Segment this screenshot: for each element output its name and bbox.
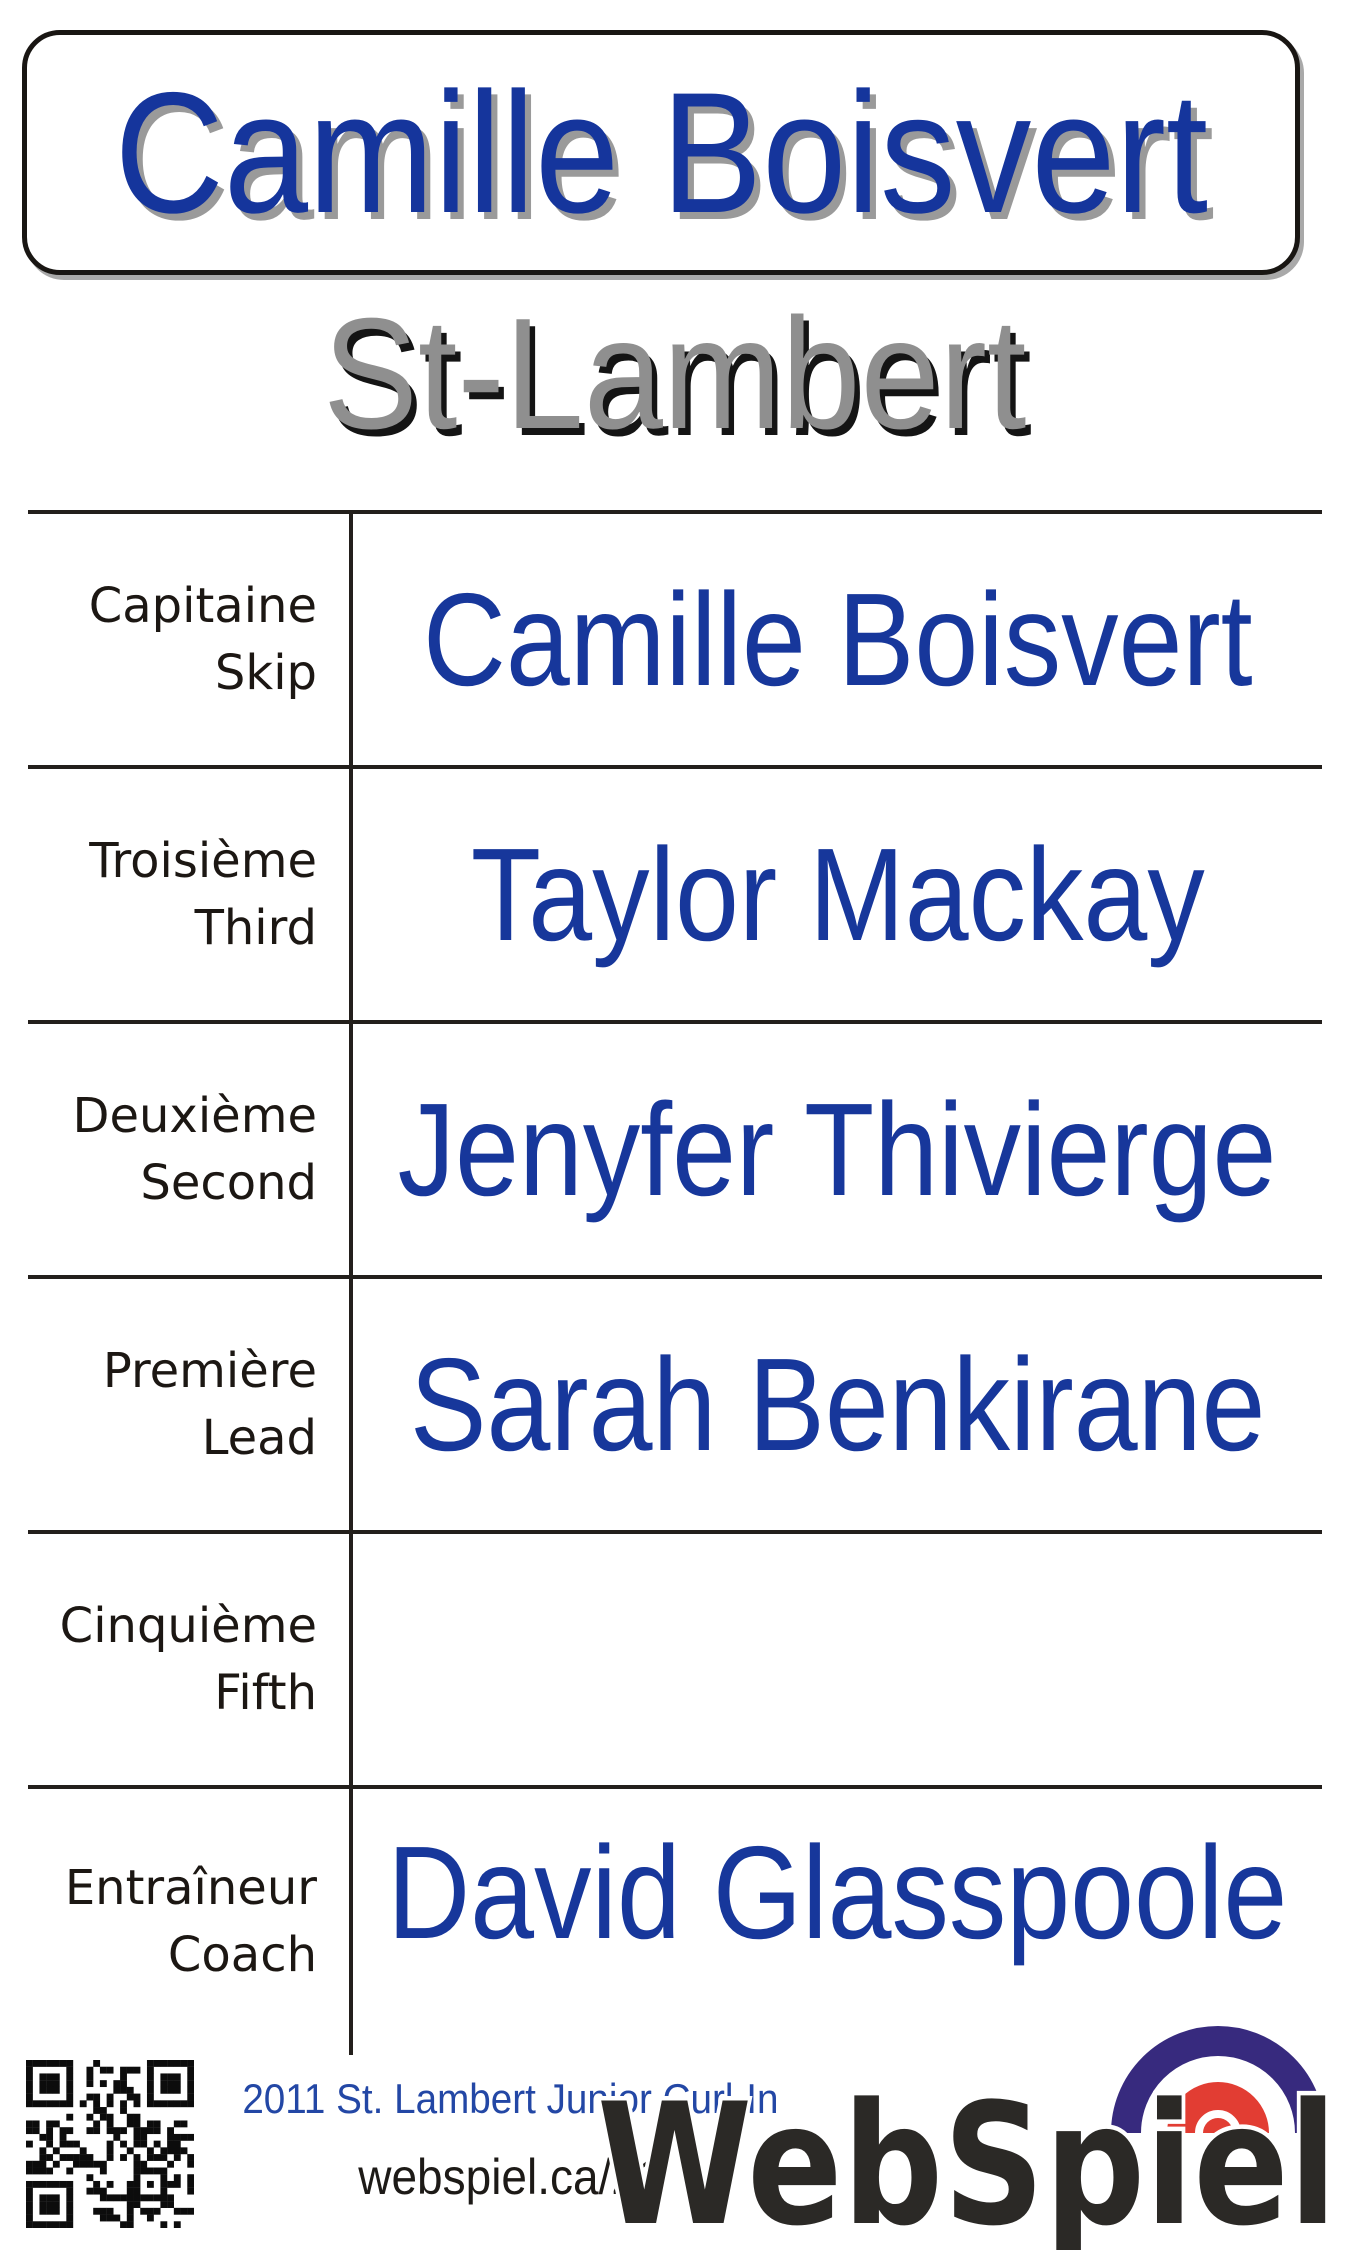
player-name-cell: Jenyfer Thivierge [353, 1024, 1322, 1275]
position-label-en: Fifth [214, 1664, 317, 1721]
position-label-cell: Entraîneur Coach [28, 1789, 353, 2055]
position-label-fr: Capitaine [88, 577, 317, 634]
club-name-wrap: St-Lambert [0, 295, 1350, 453]
player-name-cell: David Glasspoole [353, 1789, 1322, 2055]
curling-target-icon [1111, 2026, 1325, 2133]
position-label-cell: Troisième Third [28, 769, 353, 1020]
roster-table: Capitaine Skip Camille Boisvert Troisièm… [28, 510, 1322, 2055]
roster-row-skip: Capitaine Skip Camille Boisvert [28, 510, 1322, 765]
event-name: 2011 St. Lambert Junior Curl-In [241, 2075, 779, 2122]
position-label-cell: Cinquième Fifth [28, 1534, 353, 1785]
position-label-fr: Troisième [89, 832, 317, 889]
qr-code-icon [26, 2060, 195, 2229]
roster-row-lead: Première Lead Sarah Benkirane [28, 1275, 1322, 1530]
position-label-en: Skip [214, 644, 317, 701]
position-label-cell: Première Lead [28, 1279, 353, 1530]
player-name: Jenyfer Thivierge [398, 1075, 1277, 1223]
webspiel-logotype: WebSpiel [597, 2067, 1337, 2250]
team-name-box: Camille Boisvert [22, 30, 1300, 275]
roster-row-fifth: Cinquième Fifth [28, 1530, 1322, 1785]
roster-row-second: Deuxième Second Jenyfer Thivierge [28, 1020, 1322, 1275]
position-label-en: Lead [201, 1409, 317, 1466]
position-label-en: Coach [167, 1927, 317, 1983]
player-name: Camille Boisvert [422, 565, 1253, 713]
player-name: Sarah Benkirane [409, 1330, 1266, 1478]
event-url: webspiel.ca/21 [357, 2149, 663, 2205]
roster-row-third: Troisième Third Taylor Mackay [28, 765, 1322, 1020]
position-label-fr: Deuxième [72, 1087, 317, 1144]
player-name-cell [353, 1534, 1322, 1785]
roster-row-coach: Entraîneur Coach David Glasspoole [28, 1785, 1322, 2055]
position-label-fr: Première [102, 1342, 317, 1399]
position-label-en: Third [194, 899, 317, 956]
player-name-cell: Taylor Mackay [353, 769, 1322, 1020]
webspiel-logo: WebSpiel [593, 2026, 1342, 2250]
footer-text-block: 2011 St. Lambert Junior Curl-In webspiel… [200, 2075, 820, 2205]
position-label-cell: Capitaine Skip [28, 514, 353, 765]
position-label-cell: Deuxième Second [28, 1024, 353, 1275]
club-name: St-Lambert [323, 286, 1027, 462]
team-name: Camille Boisvert [114, 56, 1208, 249]
player-name: Taylor Mackay [470, 820, 1205, 968]
position-label-en: Second [140, 1154, 317, 1211]
player-name: David Glasspoole [387, 1819, 1288, 1966]
position-label-fr: Entraîneur [64, 1860, 317, 1917]
player-name-cell: Camille Boisvert [353, 514, 1322, 765]
player-name-cell: Sarah Benkirane [353, 1279, 1322, 1530]
position-label-fr: Cinquième [59, 1597, 317, 1654]
